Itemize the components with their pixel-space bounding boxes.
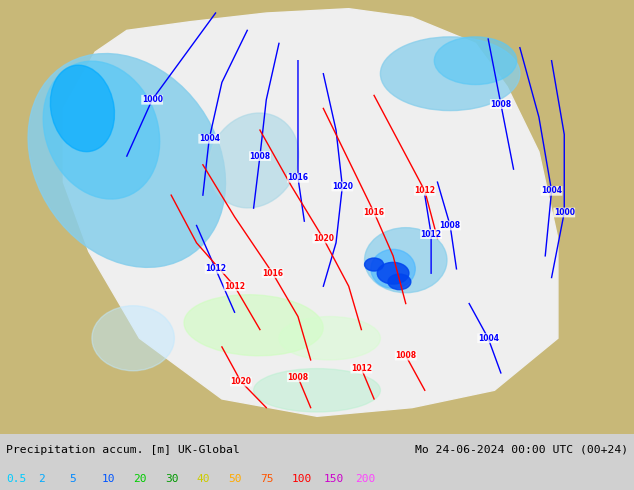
Text: 1008: 1008: [490, 99, 512, 109]
Ellipse shape: [371, 249, 415, 289]
Text: Mo 24-06-2024 00:00 UTC (00+24): Mo 24-06-2024 00:00 UTC (00+24): [415, 445, 628, 455]
Ellipse shape: [92, 306, 174, 371]
Text: 5: 5: [70, 474, 77, 484]
Text: 1016: 1016: [262, 269, 283, 278]
Text: 1000: 1000: [141, 95, 163, 104]
Text: 50: 50: [228, 474, 242, 484]
Ellipse shape: [434, 37, 517, 85]
Text: 150: 150: [323, 474, 344, 484]
Circle shape: [388, 274, 411, 290]
Text: 100: 100: [292, 474, 312, 484]
Circle shape: [377, 262, 409, 284]
Ellipse shape: [50, 65, 115, 151]
Circle shape: [365, 258, 384, 271]
Text: 1016: 1016: [363, 208, 385, 217]
Text: 75: 75: [260, 474, 273, 484]
Text: 1012: 1012: [224, 282, 245, 291]
Text: 1020: 1020: [313, 234, 334, 243]
Text: 1012: 1012: [414, 186, 436, 196]
Text: 2: 2: [38, 474, 45, 484]
Text: 1016: 1016: [287, 173, 309, 182]
Ellipse shape: [380, 37, 520, 111]
Ellipse shape: [254, 368, 380, 412]
Ellipse shape: [43, 61, 160, 199]
Text: 0.5: 0.5: [6, 474, 27, 484]
Ellipse shape: [279, 317, 380, 360]
Text: 40: 40: [197, 474, 210, 484]
Ellipse shape: [28, 53, 226, 268]
Text: 1008: 1008: [249, 151, 271, 161]
Text: 1008: 1008: [395, 351, 417, 360]
Text: 200: 200: [355, 474, 375, 484]
Ellipse shape: [184, 294, 323, 356]
Text: 1000: 1000: [553, 208, 575, 217]
Ellipse shape: [209, 113, 299, 208]
Polygon shape: [63, 9, 558, 416]
Text: 1008: 1008: [287, 373, 309, 382]
Text: 1012: 1012: [420, 230, 442, 239]
Text: 1004: 1004: [477, 334, 499, 343]
Text: 30: 30: [165, 474, 178, 484]
Text: 20: 20: [133, 474, 146, 484]
Text: 10: 10: [101, 474, 115, 484]
Text: 1004: 1004: [198, 134, 220, 143]
Text: 1012: 1012: [351, 364, 372, 373]
Text: Precipitation accum. [m] UK-Global: Precipitation accum. [m] UK-Global: [6, 445, 240, 455]
Text: 1008: 1008: [439, 221, 461, 230]
Ellipse shape: [365, 228, 447, 293]
Text: 1020: 1020: [332, 182, 353, 191]
Text: 1020: 1020: [230, 377, 252, 386]
Text: 1004: 1004: [541, 186, 562, 196]
Text: 1012: 1012: [205, 265, 226, 273]
